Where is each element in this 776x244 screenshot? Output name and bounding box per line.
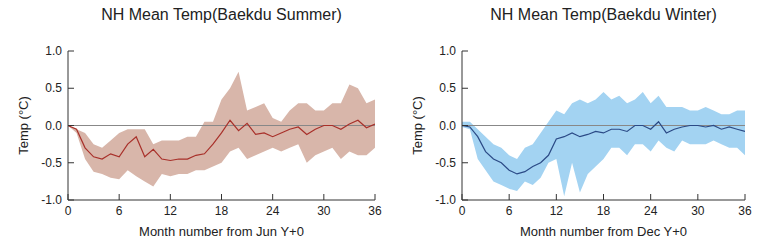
y-tick-label: -1.0 [41, 193, 62, 207]
y-tick-label: -0.5 [435, 156, 456, 170]
y-tick-label: -0.5 [41, 156, 62, 170]
y-tick [462, 125, 468, 126]
x-tick-label: 24 [266, 204, 280, 218]
x-axis-label: Month number from Jun Y+0 [139, 224, 304, 239]
y-tick-label: 1.0 [45, 44, 62, 58]
y-tick [462, 88, 468, 89]
y-tick-label: 0.5 [45, 81, 62, 95]
x-tick-label: 18 [597, 204, 611, 218]
y-tick [68, 88, 74, 89]
x-tick-label: 36 [738, 204, 752, 218]
x-tick [170, 194, 171, 200]
x-tick [745, 194, 746, 200]
x-tick-label: 6 [506, 204, 513, 218]
chart: NH Mean Temp(Baekdu Winter) Month number … [410, 6, 752, 239]
plot-area [68, 72, 375, 187]
y-tick-label: -1.0 [435, 193, 456, 207]
x-tick-label: 18 [215, 204, 229, 218]
figure: NH Mean Temp(Baekdu Summer) Month number … [0, 0, 776, 244]
x-tick-label: 30 [691, 204, 705, 218]
range-band [462, 92, 745, 196]
y-tick [68, 125, 74, 126]
y-tick [68, 200, 74, 201]
y-tick [462, 51, 468, 52]
plot-area [462, 92, 745, 196]
x-tick [603, 194, 604, 200]
mean-line [68, 120, 375, 160]
x-tick-label: 6 [116, 204, 123, 218]
x-tick [697, 194, 698, 200]
range-band [68, 72, 375, 187]
title: NH Mean Temp(Baekdu Winter) [490, 6, 716, 23]
x-tick-label: 36 [368, 204, 382, 218]
y-tick-label: 0.0 [439, 119, 456, 133]
x-tick-label: 24 [644, 204, 658, 218]
x-tick [509, 194, 510, 200]
x-tick-label: 12 [164, 204, 178, 218]
x-tick [119, 194, 120, 200]
x-tick-label: 0 [65, 204, 72, 218]
y-tick-label: 1.0 [439, 44, 456, 58]
y-tick [68, 51, 74, 52]
x-tick [556, 194, 557, 200]
x-tick-label: 12 [550, 204, 564, 218]
x-axis-label: Month number from Dec Y+0 [520, 224, 687, 239]
x-tick [221, 194, 222, 200]
x-tick [462, 194, 463, 200]
x-tick [375, 194, 376, 200]
y-tick-label: 0.5 [439, 81, 456, 95]
x-tick [68, 194, 69, 200]
x-tick [323, 194, 324, 200]
mean-line [462, 122, 745, 174]
y-tick-label: 0.0 [45, 119, 62, 133]
y-tick [462, 200, 468, 201]
title: NH Mean Temp(Baekdu Summer) [101, 6, 342, 23]
x-tick-label: 30 [317, 204, 331, 218]
chart: NH Mean Temp(Baekdu Summer) Month number … [16, 6, 382, 239]
y-axis-label: Temp (°C) [16, 96, 31, 155]
y-tick [462, 162, 468, 163]
x-tick [650, 194, 651, 200]
y-tick [68, 162, 74, 163]
y-axis-label: Temp (°C) [410, 96, 425, 155]
x-tick-label: 0 [459, 204, 466, 218]
x-tick [272, 194, 273, 200]
